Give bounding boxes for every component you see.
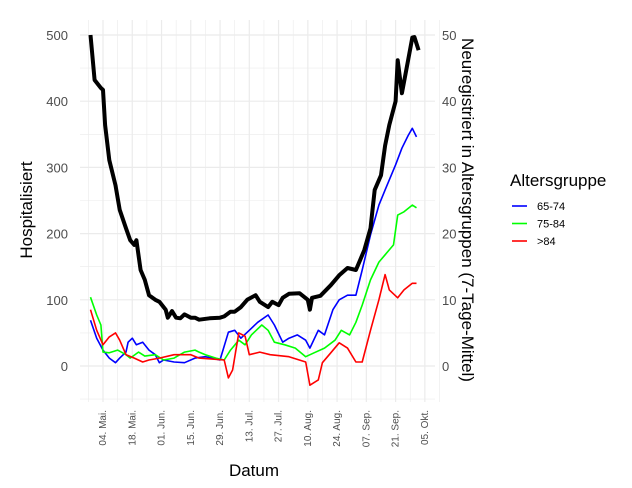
y-axis-right-title: Neuregistriert in Altersgruppen (7-Tage-… — [458, 38, 477, 382]
x-tick-label: 24. Aug. — [332, 410, 343, 447]
x-tick-label: 05. Okt. — [420, 410, 431, 445]
axes: 0 100 200 300 400 500 0 10 20 30 40 50 04. Mai. 18. M… — [46, 28, 456, 447]
legend-title: Altersgruppe — [510, 171, 606, 190]
y-right-tick-label: 20 — [442, 227, 456, 242]
x-tick-label: 18. Mai. — [127, 410, 138, 446]
y-left-tick-label: 400 — [46, 94, 68, 109]
series-lines — [88, 34, 421, 387]
y-left-tick-label: 300 — [46, 160, 68, 175]
y-axis-left-title: Hospitalisiert — [17, 161, 36, 259]
grid — [80, 20, 440, 402]
x-tick-label: 04. Mai. — [98, 410, 109, 446]
y-right-tick-label: 10 — [442, 293, 456, 308]
x-tick-label: 29. Jun. — [215, 410, 226, 446]
legend-item-label: >84 — [537, 236, 556, 248]
legend-item-label: 65-74 — [537, 201, 565, 213]
x-axis-title: Datum — [229, 461, 279, 480]
x-tick-label: 27. Jul. — [274, 410, 285, 442]
x-tick-label: 21. Sep. — [391, 410, 402, 447]
y-left-tick-label: 100 — [46, 293, 68, 308]
x-tick-label: 10. Aug. — [303, 410, 314, 447]
y-left-tick-label: 0 — [61, 359, 68, 374]
series-line-84 — [89, 273, 417, 387]
y-right-tick-label: 0 — [442, 359, 449, 374]
x-tick-label: 07. Sep. — [361, 410, 372, 447]
y-right-tick-label: 50 — [442, 28, 456, 43]
series-line-Hospitalisiert — [88, 34, 421, 322]
legend: Altersgruppe 65-74 75-84 >84 — [510, 171, 606, 248]
series-line-6574 — [89, 127, 418, 364]
legend-item-label: 75-84 — [537, 219, 565, 231]
y-left-tick-label: 200 — [46, 227, 68, 242]
x-tick-label: 13. Jul. — [244, 410, 255, 442]
x-tick-label: 01. Jun. — [157, 410, 168, 446]
y-right-tick-label: 40 — [442, 94, 456, 109]
y-right-tick-label: 30 — [442, 160, 456, 175]
y-left-tick-label: 500 — [46, 28, 68, 43]
x-tick-label: 15. Jun. — [186, 410, 197, 446]
series-line-7584 — [89, 204, 417, 361]
